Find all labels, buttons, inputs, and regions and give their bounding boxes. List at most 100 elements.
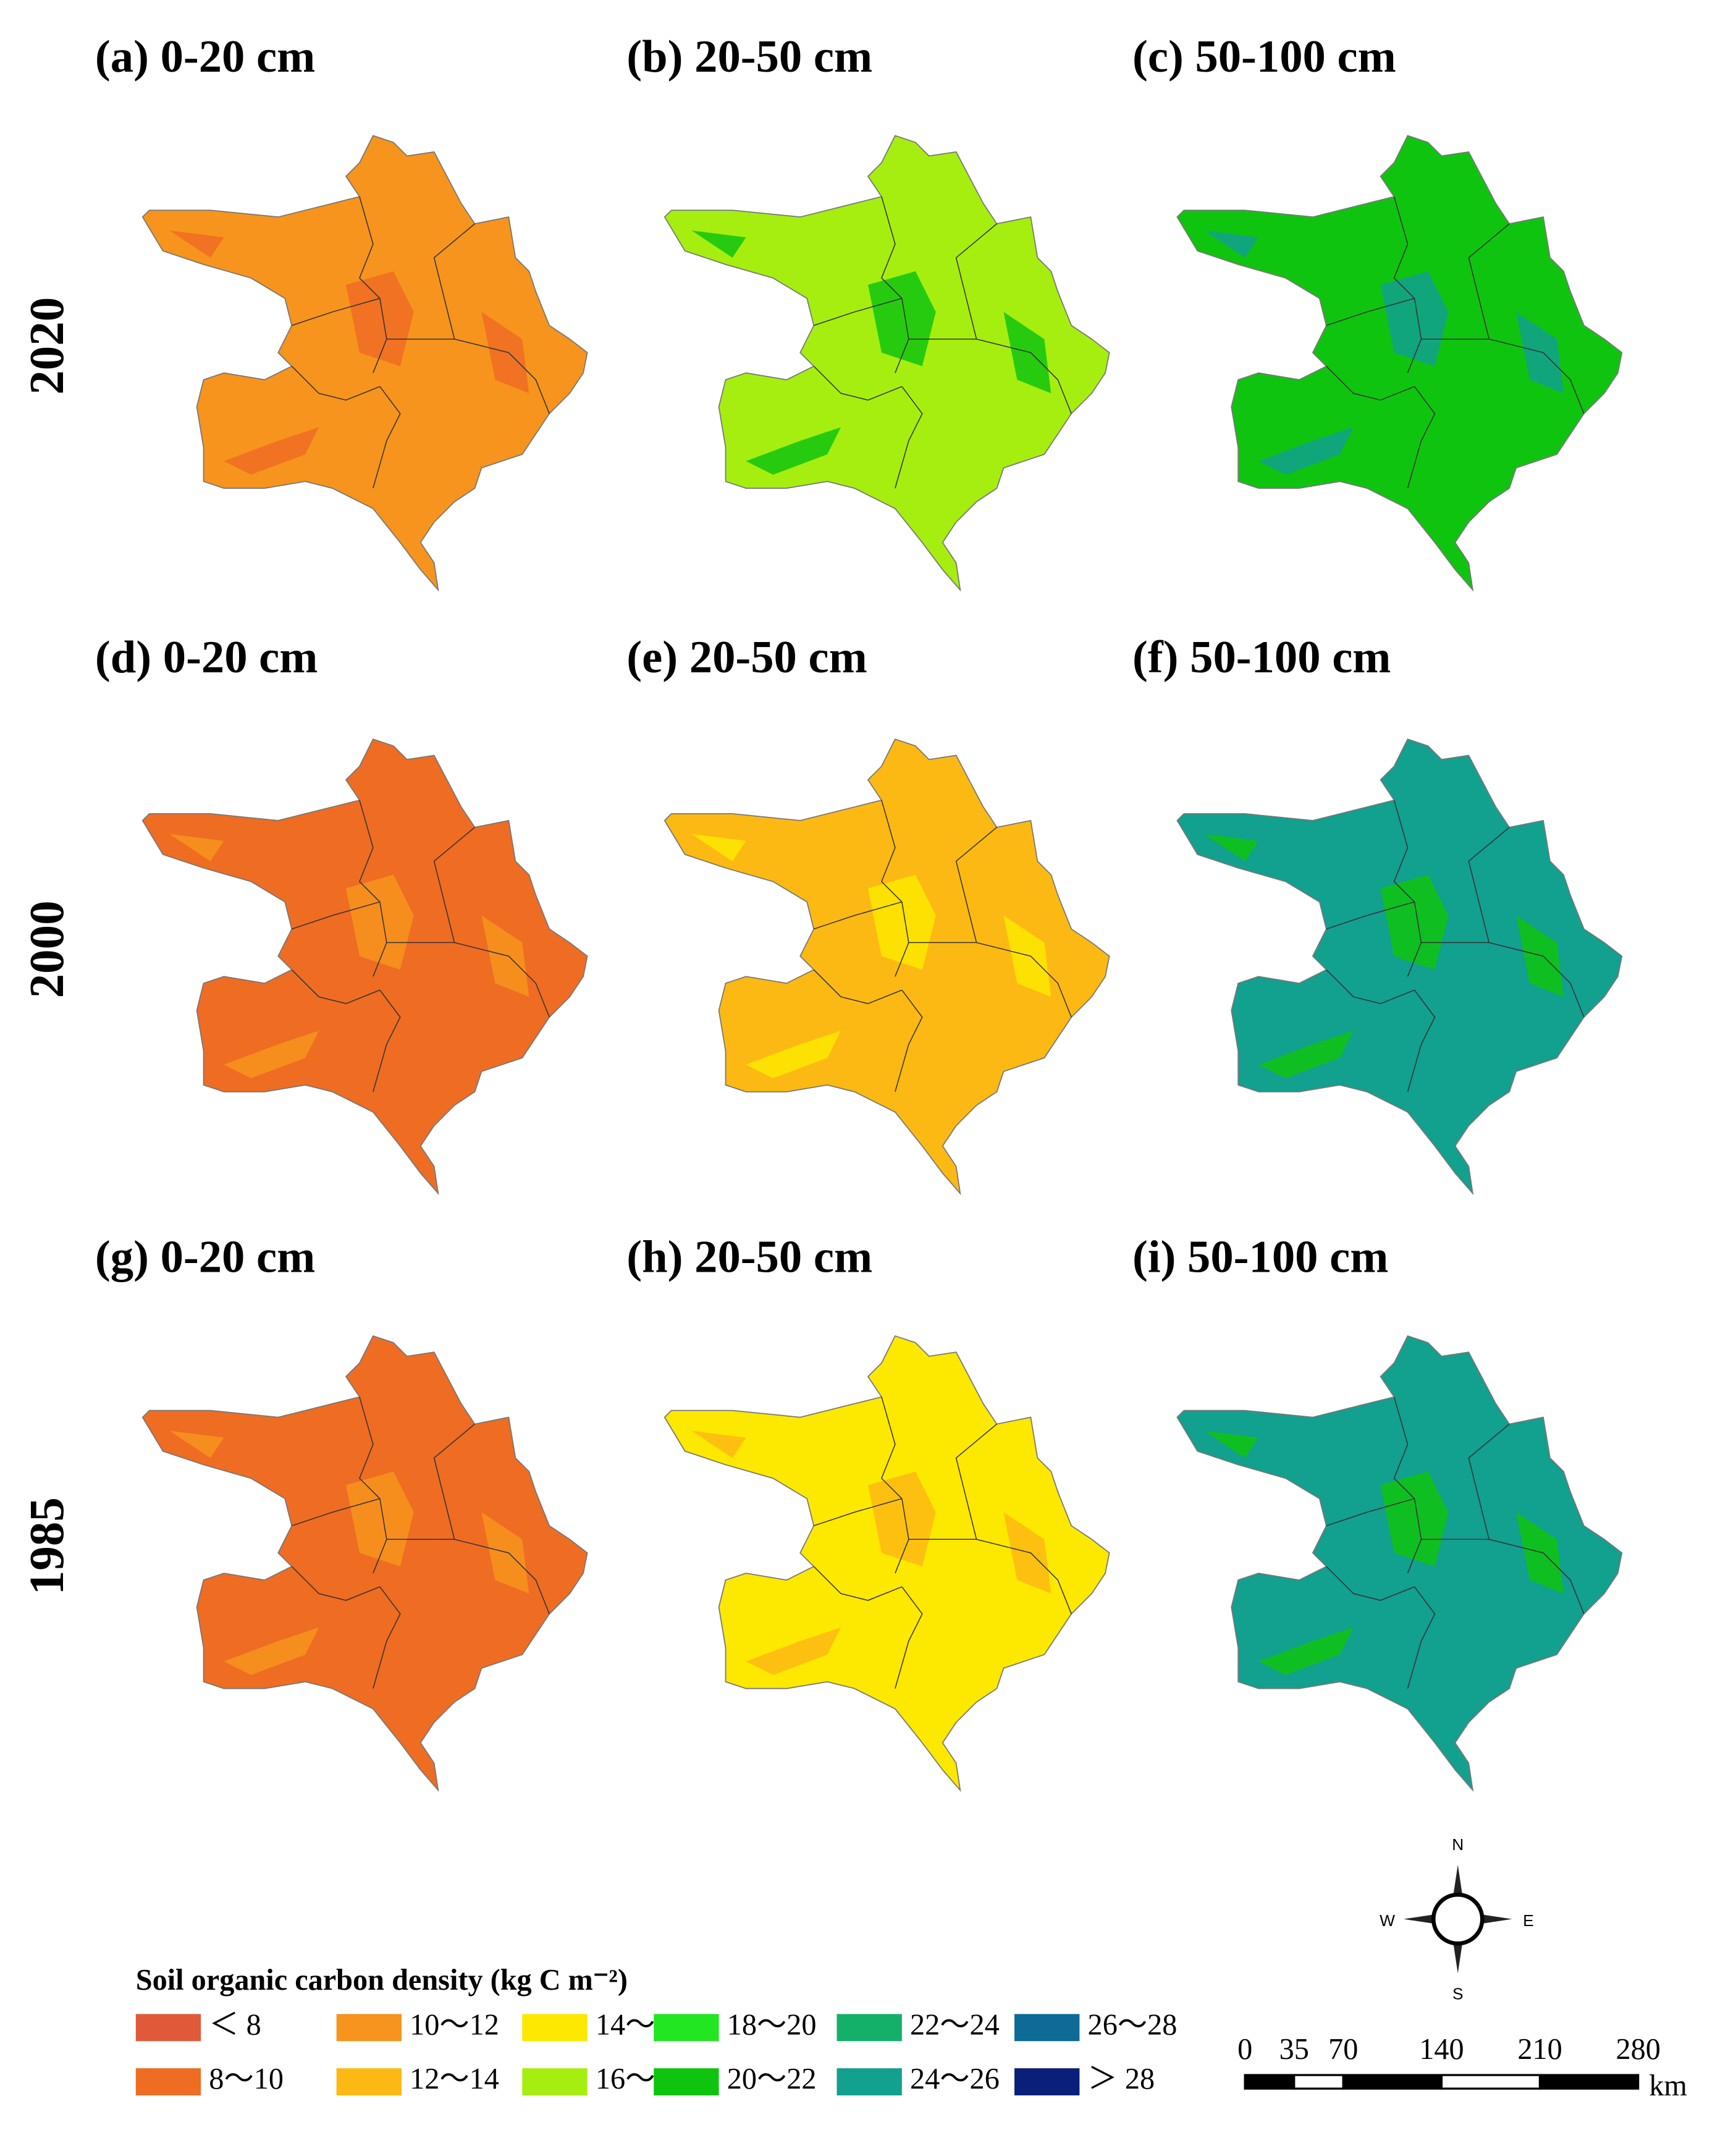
legend-swatch: [836, 2014, 902, 2042]
legend-label: ＞ 28: [1088, 2063, 1155, 2095]
patch: [1516, 1512, 1564, 1594]
patch: [1003, 1512, 1051, 1594]
patch: [1204, 1430, 1259, 1458]
legend-swatch: [522, 2014, 588, 2042]
legend-label: 8～10: [209, 2063, 284, 2095]
region: [1176, 135, 1623, 592]
scale-segment: [1538, 2074, 1640, 2090]
row-label: 1985: [20, 1497, 74, 1595]
region: [1176, 1335, 1623, 1793]
legend-swatch: [836, 2068, 902, 2096]
legend-swatch: [135, 2014, 201, 2042]
compass-s: S: [1452, 1985, 1464, 2003]
patch: [746, 1031, 841, 1078]
map: [141, 135, 588, 592]
panel-title: (e) 20-50 cm: [626, 632, 867, 683]
region: [664, 135, 1110, 592]
scale-label: 35: [1279, 2033, 1309, 2066]
legend-label: 24～26: [910, 2063, 1000, 2095]
map: [664, 1335, 1110, 1793]
legend-label: 10～12: [410, 2008, 499, 2041]
panel-title: (c) 50-100 cm: [1132, 32, 1396, 82]
patch: [1258, 427, 1354, 475]
compass-ring: [1431, 1892, 1485, 1946]
panel-title: (i) 50-100 cm: [1132, 1232, 1388, 1282]
patch: [868, 874, 936, 970]
patch: [1003, 311, 1051, 394]
county-border: [1326, 1397, 1585, 1689]
patch: [1516, 915, 1564, 997]
region: [141, 738, 588, 1196]
row-label: 2020: [20, 297, 74, 395]
legend-swatch: [1014, 2068, 1080, 2096]
legend-swatch: [1014, 2014, 1080, 2042]
county-border: [291, 800, 550, 1092]
scale-label: 140: [1419, 2033, 1464, 2066]
patch: [868, 271, 936, 366]
patch: [481, 311, 529, 394]
scale-segment: [1440, 2074, 1541, 2090]
patch: [691, 230, 746, 258]
legend-swatch: [522, 2068, 588, 2096]
map: [1176, 135, 1623, 592]
panel-title: (h) 20-50 cm: [626, 1232, 872, 1282]
legend-title: Soil organic carbon density (kg C m⁻²): [136, 1964, 628, 1997]
patch: [169, 230, 224, 258]
patch: [169, 834, 224, 861]
scale-label: 210: [1517, 2033, 1562, 2066]
map: [1176, 1335, 1623, 1793]
patch: [345, 271, 414, 366]
patch: [1258, 1031, 1354, 1078]
county-border: [813, 197, 1072, 489]
county-border: [291, 197, 550, 489]
row-label: 2000: [20, 900, 74, 998]
legend-label: ＜ 8: [209, 2008, 261, 2041]
scale-label: 70: [1328, 2033, 1358, 2066]
county-border: [291, 1397, 550, 1689]
patch: [1380, 874, 1449, 970]
region: [1176, 738, 1623, 1196]
patch: [224, 427, 319, 475]
patch: [1516, 311, 1564, 394]
county-border: [1326, 197, 1585, 489]
patch: [481, 1512, 529, 1594]
panel-title: (b) 20-50 cm: [626, 32, 872, 82]
map: [664, 135, 1110, 592]
scale-segment: [1293, 2074, 1344, 2090]
panel-title: (a) 0-20 cm: [95, 32, 315, 82]
county-border: [813, 800, 1072, 1092]
legend-label: 20～22: [727, 2063, 817, 2095]
county-border: [1326, 800, 1585, 1092]
map: [141, 1335, 588, 1793]
scale-unit: km: [1649, 2069, 1687, 2102]
legend-swatch: [135, 2068, 201, 2096]
patch: [746, 427, 841, 475]
region: [141, 135, 588, 592]
map: [664, 738, 1110, 1196]
panel-title: (g) 0-20 cm: [95, 1232, 315, 1282]
legend-label: 18～20: [727, 2008, 817, 2041]
patch: [691, 1430, 746, 1458]
patch: [224, 1627, 319, 1675]
patch: [1380, 271, 1449, 366]
panel-title: (d) 0-20 cm: [95, 632, 318, 683]
patch: [746, 1627, 841, 1675]
legend-swatch: [336, 2014, 402, 2042]
patch: [868, 1471, 936, 1567]
legend-swatch: [654, 2014, 719, 2042]
region: [664, 1335, 1110, 1793]
patch: [224, 1031, 319, 1078]
region: [664, 738, 1110, 1196]
scale-label: 280: [1616, 2033, 1660, 2066]
scale-segment: [1244, 2074, 1296, 2090]
patch: [169, 1430, 224, 1458]
compass-n: N: [1452, 1835, 1464, 1854]
legend-swatch: [336, 2068, 402, 2096]
legend-label: 22～24: [910, 2008, 1000, 2041]
compass-e: E: [1523, 1911, 1534, 1930]
patch: [345, 874, 414, 970]
county-border: [813, 1397, 1072, 1689]
patch: [1258, 1627, 1354, 1675]
